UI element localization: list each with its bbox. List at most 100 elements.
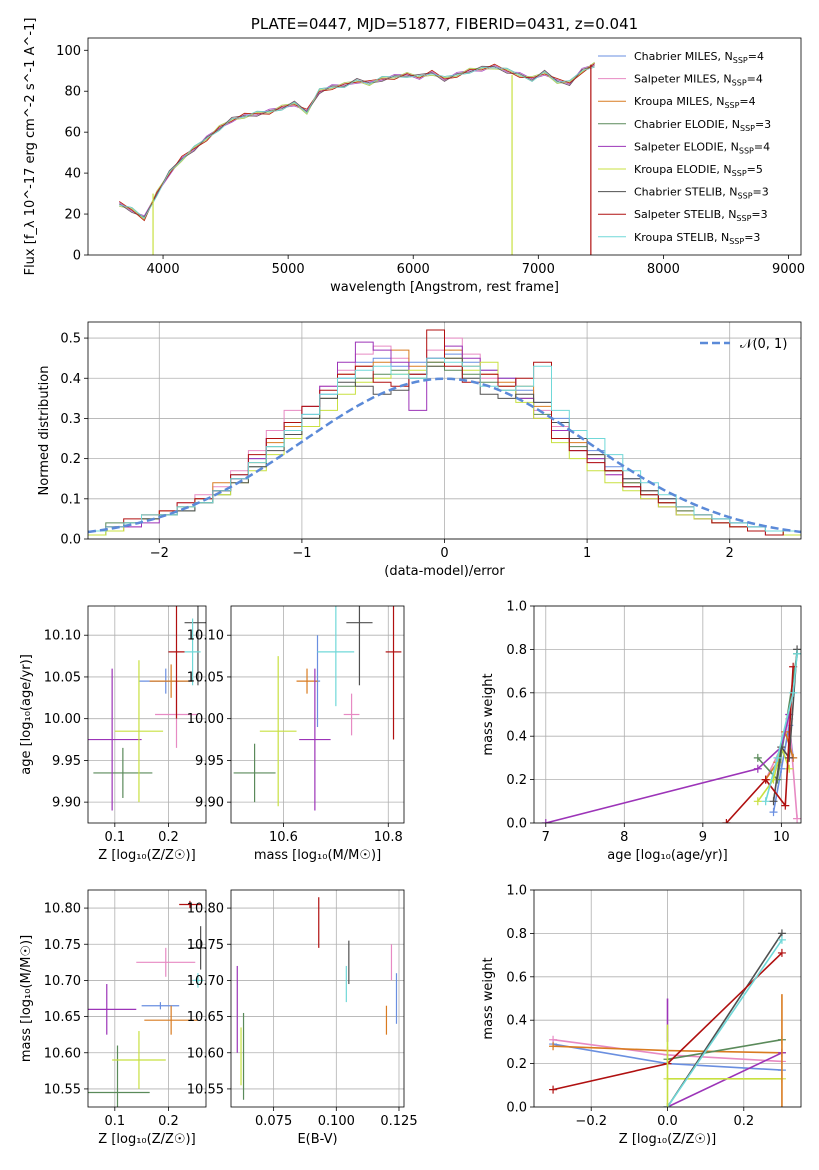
plot-frame <box>533 605 802 824</box>
x-tick-label: 0.2 <box>733 1114 754 1129</box>
y-tick-label: 9.90 <box>52 796 81 811</box>
x-axis-label: age [log₁₀(age/yr)] <box>607 848 728 863</box>
weight-marker <box>789 688 798 697</box>
plot-frame <box>87 37 802 256</box>
legend-entry: Salpeter STELIB, NSSP=3 <box>634 208 768 223</box>
plot-frame <box>87 889 207 1108</box>
y-tick-label: 10.00 <box>44 712 81 727</box>
x-tick-label: 0.125 <box>380 1114 417 1129</box>
weight-marker <box>785 764 794 773</box>
weight-marker <box>793 814 801 823</box>
y-tick-label: 0.4 <box>506 1014 527 1029</box>
y-tick-label: 10.70 <box>44 974 81 989</box>
age-vs-mass-panel: 10.6 10.8 9.90 9.95 10.00 10.05 10.10 mass [log… <box>187 605 405 863</box>
y-tick-label: 0.6 <box>506 686 527 701</box>
weight-marker <box>781 801 790 810</box>
y-axis-label: mass weight <box>481 673 496 755</box>
y-tick-label: 40 <box>64 167 81 182</box>
y-axis-label: Normed distribution <box>37 366 52 496</box>
spectrum-line <box>119 63 595 222</box>
y-tick-label: 0.1 <box>60 492 81 507</box>
x-axis-label: mass [log₁₀(M/M☉)] <box>254 848 381 863</box>
x-axis-label: Z [log₁₀(Z/Z☉)] <box>619 1132 716 1147</box>
x-tick-label: 7 <box>542 830 550 845</box>
x-axis-label: wavelength [Angstrom, rest frame] <box>330 280 559 295</box>
spectrum-line <box>119 61 595 221</box>
weight-marker <box>761 775 770 784</box>
y-tick-label: 60 <box>64 126 81 141</box>
y-tick-label: 9.90 <box>195 796 224 811</box>
y-tick-label: 10.75 <box>187 938 224 953</box>
y-axis-label: age [log₁₀(age/yr)] <box>19 654 34 775</box>
weight-vs-metallicity-panel: −0.2 0.0 0.2 0.0 0.2 0.4 0.6 0.8 1.0 Z [log₁₀(Z/Z… <box>481 884 802 1147</box>
weight-marker <box>549 1042 558 1051</box>
y-tick-label: 0.0 <box>506 817 527 832</box>
spectrum-line <box>119 65 595 218</box>
weight-marker <box>785 753 794 762</box>
plot-frame <box>230 889 405 1108</box>
x-tick-label: 0.1 <box>104 830 125 845</box>
plot-frame <box>533 889 802 1108</box>
y-tick-label: 80 <box>64 85 81 100</box>
errorbar-points <box>233 606 402 811</box>
legend-entry: Chabrier STELIB, NSSP=3 <box>634 186 769 201</box>
x-tick-label: 9000 <box>772 262 805 277</box>
y-tick-label: 10.05 <box>187 670 224 685</box>
spectrum-lines <box>119 61 595 255</box>
x-tick-label: 1 <box>583 546 591 561</box>
y-tick-label: 10.60 <box>44 1046 81 1061</box>
y-tick-label: 10.75 <box>44 938 81 953</box>
x-tick-label: 0.100 <box>318 1114 355 1129</box>
x-tick-label: 10.6 <box>269 830 298 845</box>
x-tick-label: 4000 <box>147 262 180 277</box>
x-tick-label: 6000 <box>397 262 430 277</box>
legend-entry: Salpeter MILES, NSSP=4 <box>634 73 763 88</box>
errorbar-points <box>88 606 206 811</box>
weight-marker <box>773 753 782 762</box>
weight-lines <box>549 929 786 1107</box>
histogram-steps <box>88 329 801 536</box>
y-tick-label: 0.2 <box>506 1057 527 1072</box>
y-axis-label: Flux [f_λ 10^-17 erg cm^-2 s^-1 A^-1] <box>23 18 38 276</box>
legend-entry: Kroupa MILES, NSSP=4 <box>634 95 756 110</box>
y-tick-label: 0.6 <box>506 970 527 985</box>
spectrum-line <box>119 66 595 219</box>
legend-entry: 𝒩(0, 1) <box>740 337 787 352</box>
legend-entry: Salpeter ELODIE, NSSP=4 <box>634 140 770 155</box>
y-tick-label: 1.0 <box>506 884 527 899</box>
y-tick-label: 9.95 <box>52 754 81 769</box>
residuals-histogram-panel: −2 −1 0 1 2 0.0 0.1 0.2 0.3 0.4 0.5 𝒩(0, 1) (data-mo… <box>37 321 802 579</box>
legend-entry: Chabrier MILES, NSSP=4 <box>634 50 764 65</box>
mass-vs-metallicity-panel: 0.1 0.2 10.55 10.60 10.65 10.70 10.75 10.80 Z [l… <box>19 889 207 1147</box>
plot-frame <box>87 321 802 540</box>
y-tick-label: 10.80 <box>187 902 224 917</box>
y-tick-label: 0.0 <box>60 533 81 548</box>
x-axis-label: Z [log₁₀(Z/Z☉)] <box>98 1132 195 1147</box>
weight-marker <box>722 819 731 823</box>
y-tick-label: 0.4 <box>506 730 527 745</box>
y-tick-label: 0.8 <box>506 927 527 942</box>
y-tick-label: 10.05 <box>44 670 81 685</box>
y-tick-label: 10.70 <box>187 974 224 989</box>
weight-marker <box>777 948 786 957</box>
y-tick-label: 0 <box>73 249 81 264</box>
spectrum-legend: Chabrier MILES, NSSP=4 Salpeter MILES, NS… <box>598 50 771 246</box>
chart-title: PLATE=0447, MJD=51877, FIBERID=0431, z=0… <box>251 15 638 33</box>
spectrum-panel: PLATE=0447, MJD=51877, FIBERID=0431, z=0… <box>23 15 805 295</box>
histogram-series <box>88 357 801 532</box>
x-tick-label: −1 <box>292 546 311 561</box>
mass-vs-extinction-panel: 0.075 0.100 0.125 10.55 10.60 10.65 10.70 10.75… <box>187 889 418 1147</box>
weight-line <box>725 666 794 823</box>
spectrum-line <box>119 64 595 217</box>
y-tick-label: 10.60 <box>187 1046 224 1061</box>
y-tick-label: 0.4 <box>60 372 81 387</box>
spectrum-line <box>119 65 595 218</box>
x-tick-label: 8000 <box>647 262 680 277</box>
weight-lines <box>541 645 801 823</box>
weight-vs-age-panel: 7 8 9 10 0.0 0.2 0.4 0.6 0.8 1.0 age [log₁₀(age/yr… <box>481 600 802 863</box>
x-tick-label: 9 <box>699 830 707 845</box>
weight-marker <box>769 797 778 806</box>
legend-entry: Chabrier ELODIE, NSSP=3 <box>634 118 771 133</box>
y-tick-label: 1.0 <box>506 600 527 615</box>
